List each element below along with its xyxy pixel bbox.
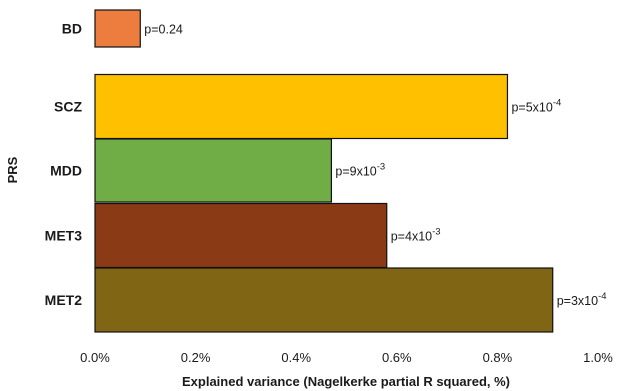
bar-mdd <box>94 138 333 203</box>
data-label-met2: p=3x10-4 <box>557 291 607 308</box>
data-label-scz: p=5x10-4 <box>511 98 561 115</box>
bar-bd <box>94 9 141 48</box>
x-tick-label: 0.2% <box>181 350 211 365</box>
bar-met2 <box>94 267 554 333</box>
x-tick-label: 0.8% <box>483 350 513 365</box>
x-axis-title: Explained variance (Nagelkerke partial R… <box>182 374 510 389</box>
x-tick-label: 1.0% <box>583 350 613 365</box>
data-label-met3: p=4x10-3 <box>391 227 441 244</box>
category-label-scz: SCZ <box>54 99 82 115</box>
bars-group <box>94 9 554 333</box>
y-axis-title: PRS <box>5 156 20 183</box>
data-label-mdd: p=9x10-3 <box>335 162 385 179</box>
category-labels-group: BD SCZ MDD MET3 MET2 <box>45 21 83 309</box>
data-labels-group: p=0.24 p=5x10-4 p=9x10-3 p=4x10-3 p=3x10-4 <box>144 23 606 309</box>
bar-scz <box>94 73 509 140</box>
x-tick-label: 0.6% <box>382 350 412 365</box>
x-tick-labels-group: 0.0% 0.2% 0.4% 0.6% 0.8% 1.0% <box>80 350 613 365</box>
x-tick-label: 0.4% <box>281 350 311 365</box>
x-tick-label: 0.0% <box>80 350 110 365</box>
bar-met3 <box>94 202 388 269</box>
category-label-met2: MET2 <box>45 292 83 308</box>
category-label-bd: BD <box>62 21 82 37</box>
data-label-bd: p=0.24 <box>144 23 183 37</box>
category-label-mdd: MDD <box>50 163 82 179</box>
category-label-met3: MET3 <box>45 228 83 244</box>
